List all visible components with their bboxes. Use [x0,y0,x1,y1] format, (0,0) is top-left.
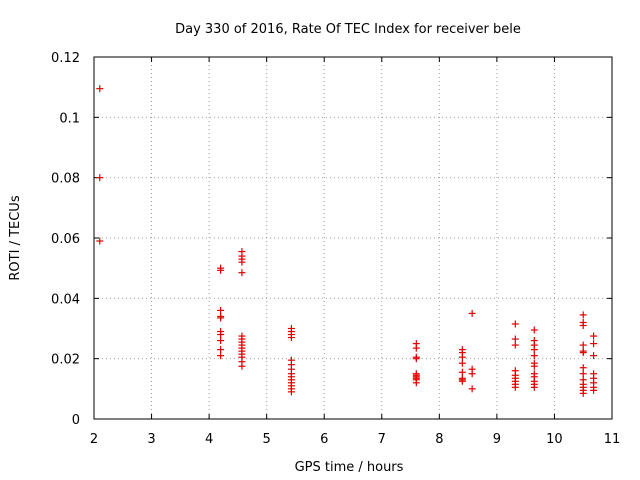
x-tick-label: 11 [604,432,621,447]
data-point [530,362,538,370]
data-point [217,314,225,322]
data-point [217,346,225,354]
data-point [530,346,538,354]
data-point [590,332,598,340]
data-point [511,335,519,343]
x-tick-label: 2 [90,432,98,447]
data-point [217,331,225,339]
data-point [458,353,466,361]
y-tick-label: 0.1 [59,111,80,126]
data-point [590,386,598,394]
data-point [579,389,587,397]
x-tick-label: 9 [493,432,501,447]
grid [94,57,612,419]
data-point [468,385,476,393]
data-point [217,266,225,274]
data-point [579,321,587,329]
data-point [530,326,538,334]
x-tick-label: 7 [378,432,386,447]
data-point [590,340,598,348]
data-point [579,364,587,372]
data-point [579,311,587,319]
data-point [238,258,246,266]
x-axis-label: GPS time / hours [295,460,404,475]
y-axis-label: ROTI / TECUs [8,195,23,280]
x-tick-label: 5 [263,432,271,447]
data-point [287,388,295,396]
data-point [96,237,104,245]
y-tick-label: 0.08 [51,172,80,187]
data-point [238,269,246,277]
data-point [412,355,420,363]
y-tick-label: 0 [72,413,80,428]
data-point [530,383,538,391]
x-tick-label: 6 [320,432,328,447]
data-point [468,309,476,317]
data-point [217,306,225,314]
data-point [96,174,104,182]
y-tick-label: 0.04 [51,292,80,307]
data-point [579,370,587,378]
x-tick-label: 3 [147,432,155,447]
data-point [468,370,476,378]
data-point [96,85,104,93]
data-point [412,379,420,387]
data-point [511,383,519,391]
data-points [96,85,598,397]
y-tick-label: 0.06 [51,232,80,247]
data-point [590,352,598,360]
data-point [579,341,587,349]
data-point [579,349,587,357]
axis-ticks: 2 3 4 5 6 7 8 9 10 11 0 0.02 0.04 0.06 0.08 0.1 0.12 [51,51,620,447]
data-point [238,362,246,370]
y-tick-label: 0.12 [51,51,80,66]
data-point [217,352,225,360]
data-point [511,320,519,328]
data-point [287,334,295,342]
x-tick-label: 8 [435,432,443,447]
data-point [458,359,466,367]
y-tick-label: 0.02 [51,353,80,368]
x-tick-label: 4 [205,432,213,447]
data-point [511,341,519,349]
x-tick-label: 10 [546,432,563,447]
data-point [458,368,466,376]
data-point [458,377,466,385]
data-point [217,337,225,345]
chart-title: Day 330 of 2016, Rate Of TEC Index for r… [175,22,521,37]
plot-frame [93,56,613,420]
data-point [412,344,420,352]
data-point [530,352,538,360]
